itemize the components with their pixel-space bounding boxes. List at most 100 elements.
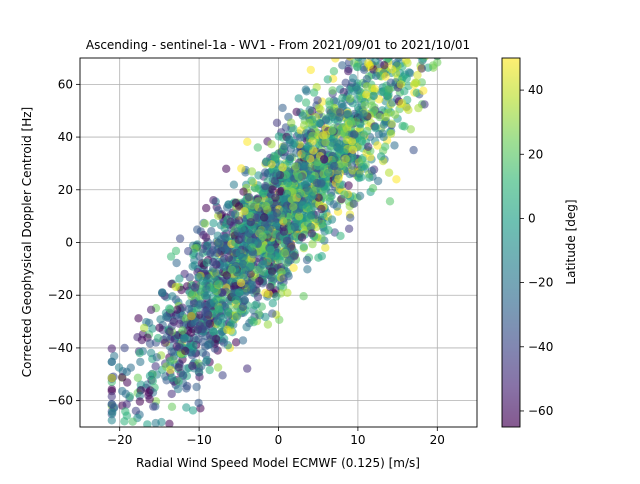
scatter-point: [344, 181, 353, 190]
scatter-point: [278, 103, 287, 113]
scatter-point: [330, 161, 339, 171]
scatter-point: [175, 343, 184, 352]
colorbar-tick-label: −40: [528, 340, 553, 354]
scatter-point: [405, 13, 413, 21]
scatter-point: [261, 312, 270, 322]
scatter-point: [209, 258, 218, 267]
scatter-point: [246, 211, 255, 221]
scatter-point: [411, 78, 420, 87]
scatter-point: [329, 200, 338, 209]
scatter-point: [254, 171, 263, 180]
scatter-point: [303, 265, 312, 274]
scatter-point: [247, 176, 256, 185]
scatter-point: [229, 180, 239, 189]
scatter-point: [284, 135, 294, 144]
scatter-point: [362, 90, 371, 99]
scatter-point: [386, 129, 396, 138]
scatter-point: [301, 85, 310, 94]
y-tick-label: 0: [65, 236, 73, 250]
scatter-point: [146, 348, 156, 358]
scatter-point: [145, 339, 155, 348]
scatter-point: [231, 338, 241, 347]
scatter-point: [321, 243, 330, 252]
scatter-point: [335, 113, 344, 122]
scatter-point: [186, 328, 196, 337]
scatter-point: [268, 299, 277, 308]
scatter-point: [347, 161, 357, 170]
scatter-point: [234, 216, 244, 225]
scatter-point: [403, 58, 412, 68]
x-tick-label: −10: [186, 433, 211, 447]
scatter-point: [355, 191, 365, 201]
scatter-point: [260, 213, 269, 222]
scatter-point: [238, 336, 248, 345]
scatter-point: [175, 234, 185, 243]
scatter-point: [144, 388, 153, 397]
scatter-point: [338, 61, 347, 70]
scatter-point: [202, 307, 211, 317]
scatter-point: [335, 144, 344, 154]
scatter-point: [425, 2, 433, 10]
scatter-point: [328, 86, 337, 95]
scatter-point: [313, 96, 322, 105]
scatter-point: [118, 373, 127, 382]
scatter-point: [316, 105, 325, 114]
scatter-point: [402, 74, 411, 83]
scatter-point: [223, 325, 232, 334]
scatter-point: [394, 23, 402, 31]
scatter-point: [300, 179, 310, 188]
scatter-point: [243, 364, 252, 373]
scatter-point: [139, 323, 149, 333]
scatter-point: [261, 182, 270, 191]
scatter-point: [290, 223, 300, 232]
scatter-point: [263, 320, 273, 329]
scatter-point: [317, 252, 326, 261]
x-tick-label: 0: [275, 433, 283, 447]
x-tick-label: −20: [107, 433, 132, 447]
scatter-point: [122, 400, 131, 409]
scatter-point: [419, 21, 427, 29]
scatter-point: [298, 111, 307, 120]
scatter-point: [279, 206, 289, 215]
scatter-point: [433, 4, 441, 12]
scatter-point: [268, 185, 277, 194]
scatter-point: [289, 263, 298, 272]
scatter-point: [394, 23, 402, 31]
scatter-point: [198, 325, 207, 334]
scatter-point: [381, 72, 390, 81]
scatter-point: [412, 0, 420, 1]
scatter-point: [192, 382, 201, 392]
scatter-point: [344, 224, 354, 233]
scatter-point: [289, 202, 298, 211]
scatter-point: [185, 273, 194, 282]
scatter-point: [202, 355, 212, 365]
colorbar-tick-label: 40: [528, 83, 543, 97]
scatter-point: [249, 250, 258, 259]
scatter-point: [145, 395, 154, 404]
scatter-point: [173, 384, 183, 394]
scatter-point: [252, 265, 261, 275]
scatter-point: [329, 67, 339, 76]
y-tick-label: 20: [58, 183, 73, 197]
scatter-point: [334, 174, 343, 184]
scatter-point: [162, 313, 171, 322]
scatter-point: [238, 302, 248, 311]
scatter-point: [202, 291, 212, 300]
scatter-point: [292, 107, 301, 117]
scatter-point: [313, 157, 322, 167]
scatter-point: [107, 400, 117, 409]
colorbar-frame: [501, 57, 521, 428]
scatter-point: [168, 292, 177, 301]
scatter-point: [249, 317, 258, 327]
scatter-point: [114, 363, 124, 372]
scatter-point: [309, 88, 319, 97]
scatter-point: [307, 192, 317, 201]
scatter-point: [219, 338, 228, 347]
scatter-point: [226, 217, 235, 226]
scatter-point: [341, 154, 350, 164]
scatter-point: [278, 163, 287, 172]
scatter-point: [381, 142, 390, 151]
scatter-point: [419, 58, 428, 63]
scatter-point: [307, 211, 316, 220]
scatter-point: [353, 103, 363, 112]
